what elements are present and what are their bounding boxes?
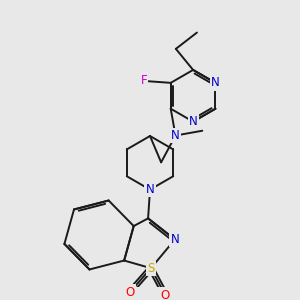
Text: O: O	[125, 286, 134, 298]
Text: S: S	[147, 262, 155, 275]
Text: N: N	[170, 233, 179, 246]
Text: O: O	[161, 289, 170, 300]
Text: F: F	[141, 74, 147, 87]
Text: N: N	[189, 115, 197, 128]
Text: N: N	[146, 183, 154, 196]
Text: N: N	[211, 76, 220, 89]
Text: N: N	[171, 129, 180, 142]
